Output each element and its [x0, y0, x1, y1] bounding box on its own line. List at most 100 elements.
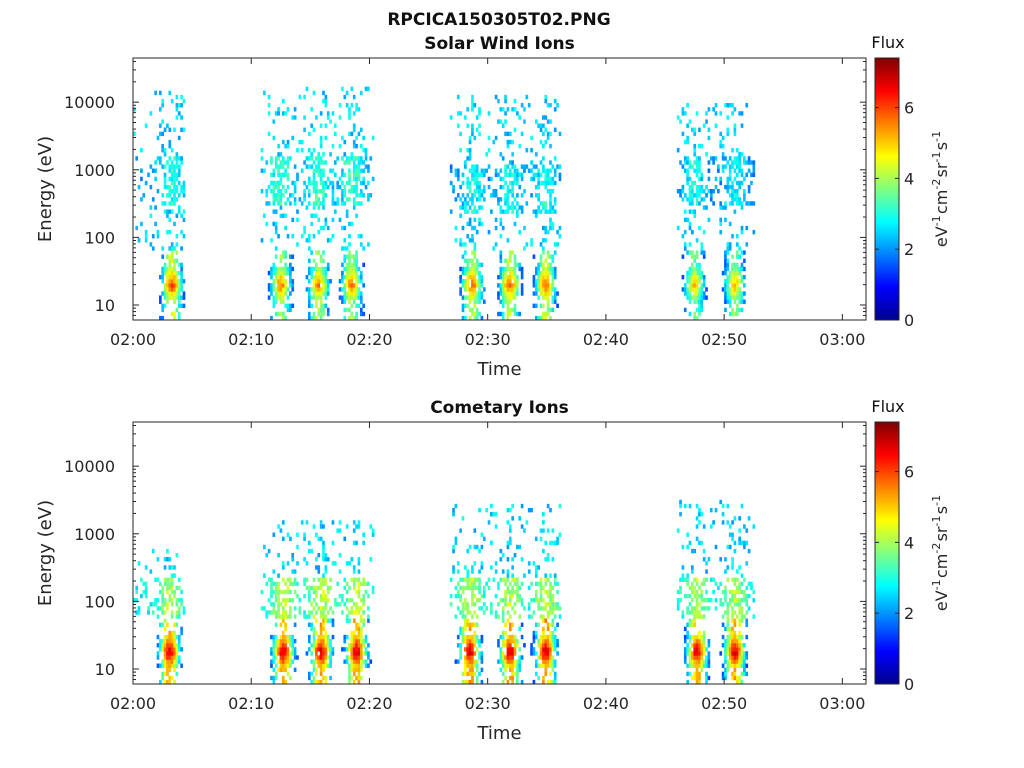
heatmap-cell	[733, 663, 737, 668]
heatmap-cell	[163, 618, 167, 623]
heatmap-cell	[350, 279, 354, 284]
heatmap-cell	[310, 659, 313, 664]
heatmap-cell	[166, 123, 169, 128]
heatmap-cell	[539, 606, 543, 611]
heatmap-cell	[355, 180, 358, 186]
heatmap-cell	[745, 201, 749, 206]
heatmap-cell	[350, 283, 354, 288]
heatmap-cell	[506, 279, 510, 284]
heatmap-cell	[688, 311, 692, 317]
heatmap-cell	[267, 283, 271, 288]
heatmap-cell	[182, 189, 186, 194]
heatmap-cell	[511, 679, 514, 685]
heatmap-cell	[159, 643, 162, 648]
heatmap-cell	[508, 622, 512, 627]
heatmap-cell	[686, 160, 689, 165]
heatmap-cell	[719, 651, 723, 656]
heatmap-cell	[274, 246, 278, 251]
heatmap-cell	[341, 201, 344, 206]
heatmap-cell	[733, 577, 737, 582]
heatmap-cell	[357, 630, 361, 636]
heatmap-cell	[352, 205, 356, 210]
heatmap-cell	[731, 520, 734, 525]
heatmap-cell	[466, 201, 470, 206]
heatmap-cell	[482, 184, 486, 190]
heatmap-cell	[352, 581, 356, 587]
heatmap-cell	[693, 270, 697, 276]
heatmap-cell	[527, 585, 531, 591]
heatmap-cell	[726, 115, 730, 120]
heatmap-cell	[506, 655, 510, 660]
heatmap-cell	[728, 602, 732, 607]
heatmap-cell	[156, 557, 160, 562]
heatmap-cell	[315, 287, 318, 292]
heatmap-cell	[539, 528, 543, 533]
heatmap-cell	[359, 634, 363, 640]
heatmap-cell	[702, 250, 706, 255]
heatmap-cell	[175, 160, 179, 165]
heatmap-cell	[731, 307, 734, 313]
heatmap-cell	[688, 602, 692, 607]
heatmap-cell	[305, 614, 309, 619]
heatmap-cell	[456, 561, 460, 566]
heatmap-cell	[175, 258, 179, 263]
heatmap-cell	[170, 258, 174, 263]
heatmap-cell	[683, 291, 687, 296]
heatmap-cell	[546, 655, 550, 660]
heatmap-cell	[520, 287, 524, 292]
heatmap-cell	[516, 544, 519, 550]
heatmap-cell	[475, 675, 479, 681]
heatmap-cell	[452, 565, 455, 570]
heatmap-cell	[461, 585, 465, 591]
heatmap-cell	[471, 634, 474, 640]
heatmap-cell	[156, 234, 160, 239]
heatmap-cell	[686, 291, 689, 296]
heatmap-cell	[544, 176, 548, 182]
heatmap-cell	[504, 98, 507, 104]
heatmap-cell	[449, 593, 453, 599]
heatmap-cell	[274, 614, 278, 619]
heatmap-cell	[534, 164, 538, 169]
heatmap-cell	[490, 540, 493, 546]
heatmap-cell	[542, 225, 545, 231]
heatmap-cell	[475, 315, 479, 321]
heatmap-cell	[707, 107, 711, 112]
heatmap-cell	[324, 663, 328, 668]
heatmap-cell	[180, 626, 183, 632]
heatmap-cell	[291, 266, 295, 272]
heatmap-cell	[331, 184, 335, 190]
heatmap-cell	[731, 287, 734, 292]
heatmap-cell	[336, 184, 340, 190]
heatmap-cell	[539, 577, 543, 582]
heatmap-cell	[539, 593, 543, 599]
heatmap-cell	[549, 671, 552, 677]
heatmap-cell	[461, 270, 465, 276]
heatmap-cell	[518, 266, 522, 272]
heatmap-cell	[322, 610, 325, 615]
heatmap-cell	[735, 303, 739, 309]
heatmap-cell	[506, 577, 510, 582]
heatmap-cell	[461, 266, 465, 272]
heatmap-cell	[553, 156, 557, 161]
heatmap-cell	[317, 643, 321, 648]
heatmap-cell	[542, 659, 545, 664]
heatmap-cell	[343, 602, 347, 607]
heatmap-cell	[359, 647, 363, 652]
heatmap-cell	[539, 242, 543, 247]
heatmap-cell	[686, 270, 689, 276]
heatmap-cell	[719, 201, 723, 206]
heatmap-cell	[303, 189, 306, 194]
heatmap-cell	[499, 287, 503, 292]
heatmap-cell	[482, 287, 486, 292]
heatmap-cell	[695, 667, 699, 673]
heatmap-cell	[724, 675, 727, 681]
heatmap-cell	[513, 295, 517, 300]
heatmap-cell	[695, 291, 699, 296]
heatmap-cell	[173, 274, 176, 280]
heatmap-cell	[499, 205, 503, 210]
heatmap-cell	[693, 659, 697, 664]
heatmap-cell	[291, 651, 295, 656]
heatmap-cell	[691, 598, 694, 603]
heatmap-cell	[343, 577, 347, 582]
